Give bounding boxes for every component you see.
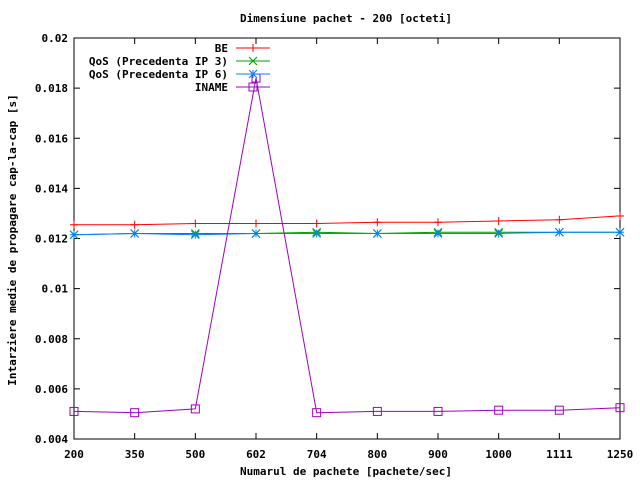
chart-title: Dimensiune pachet - 200 [octeti] (240, 12, 452, 25)
data-point (494, 216, 503, 225)
data-point (130, 220, 139, 229)
legend-marker (249, 44, 257, 52)
series-layer (69, 73, 625, 418)
legend-label: INAME (195, 81, 228, 94)
data-point (252, 219, 260, 228)
x-axis-label: Numarul de pachete [pachete/sec] (240, 465, 452, 478)
series-line (73, 231, 620, 236)
series-3 (69, 73, 625, 418)
x-axis: 200 350 500 602 704 800 900 1000 1111 1250 (64, 38, 633, 461)
legend-marker (248, 69, 258, 79)
y-tick-label: 0.018 (35, 82, 68, 95)
series-line (73, 78, 621, 414)
data-point (190, 404, 200, 414)
data-point (494, 405, 504, 415)
series-line (74, 215, 621, 226)
data-point (312, 229, 322, 238)
series-0 (70, 211, 624, 229)
x-tick-label: 1250 (607, 448, 634, 461)
y-tick-label: 0.004 (35, 433, 68, 446)
data-point (555, 215, 564, 224)
y-tick-label: 0.01 (42, 283, 69, 296)
y-tick-label: 0.014 (35, 182, 68, 195)
x-tick-label: 200 (64, 448, 84, 461)
x-tick-label: 1000 (485, 448, 512, 461)
data-point (494, 229, 504, 238)
data-point (554, 405, 564, 415)
data-point (433, 229, 443, 238)
data-point (251, 229, 261, 238)
x-tick-label: 800 (367, 448, 387, 461)
data-point (130, 408, 140, 418)
x-tick-label: 1111 (546, 448, 573, 461)
x-tick-label: 350 (125, 448, 145, 461)
data-point (372, 406, 382, 416)
x-tick-label: 602 (246, 448, 266, 461)
data-point (191, 219, 200, 228)
data-point (554, 227, 564, 237)
legend-label: BE (215, 42, 228, 55)
y-tick-label: 0.016 (35, 132, 68, 145)
x-tick-label: 900 (428, 448, 448, 461)
data-point (312, 219, 321, 228)
data-point (69, 230, 79, 240)
legend-label: QoS (Precedenta IP 6) (89, 68, 228, 81)
x-tick-label: 704 (307, 448, 327, 461)
data-point (130, 229, 140, 238)
data-point (615, 403, 625, 413)
y-tick-label: 0.006 (35, 383, 68, 396)
data-point (190, 230, 200, 240)
data-point (70, 220, 78, 229)
legend-label: QoS (Precedenta IP 3) (89, 55, 228, 68)
data-point (373, 218, 382, 227)
y-axis-label: Intarziere medie de propagare cap-la-cap… (6, 94, 19, 385)
y-tick-label: 0.012 (35, 233, 68, 246)
data-point (69, 406, 79, 416)
series-line (73, 231, 620, 236)
x-tick-label: 500 (185, 448, 205, 461)
y-axis: 0.004 0.006 0.008 0.01 0.012 0.014 0.016 0.018 0… (35, 32, 620, 446)
data-point (312, 408, 322, 418)
legend-marker (248, 82, 258, 92)
data-point (615, 227, 625, 237)
y-tick-label: 0.008 (35, 333, 68, 346)
y-tick-label: 0.02 (42, 32, 69, 45)
data-point (616, 211, 624, 220)
data-point (434, 218, 442, 227)
data-point (433, 406, 443, 416)
series-2 (69, 227, 625, 240)
data-point (372, 229, 382, 238)
legend-marker (248, 56, 258, 66)
